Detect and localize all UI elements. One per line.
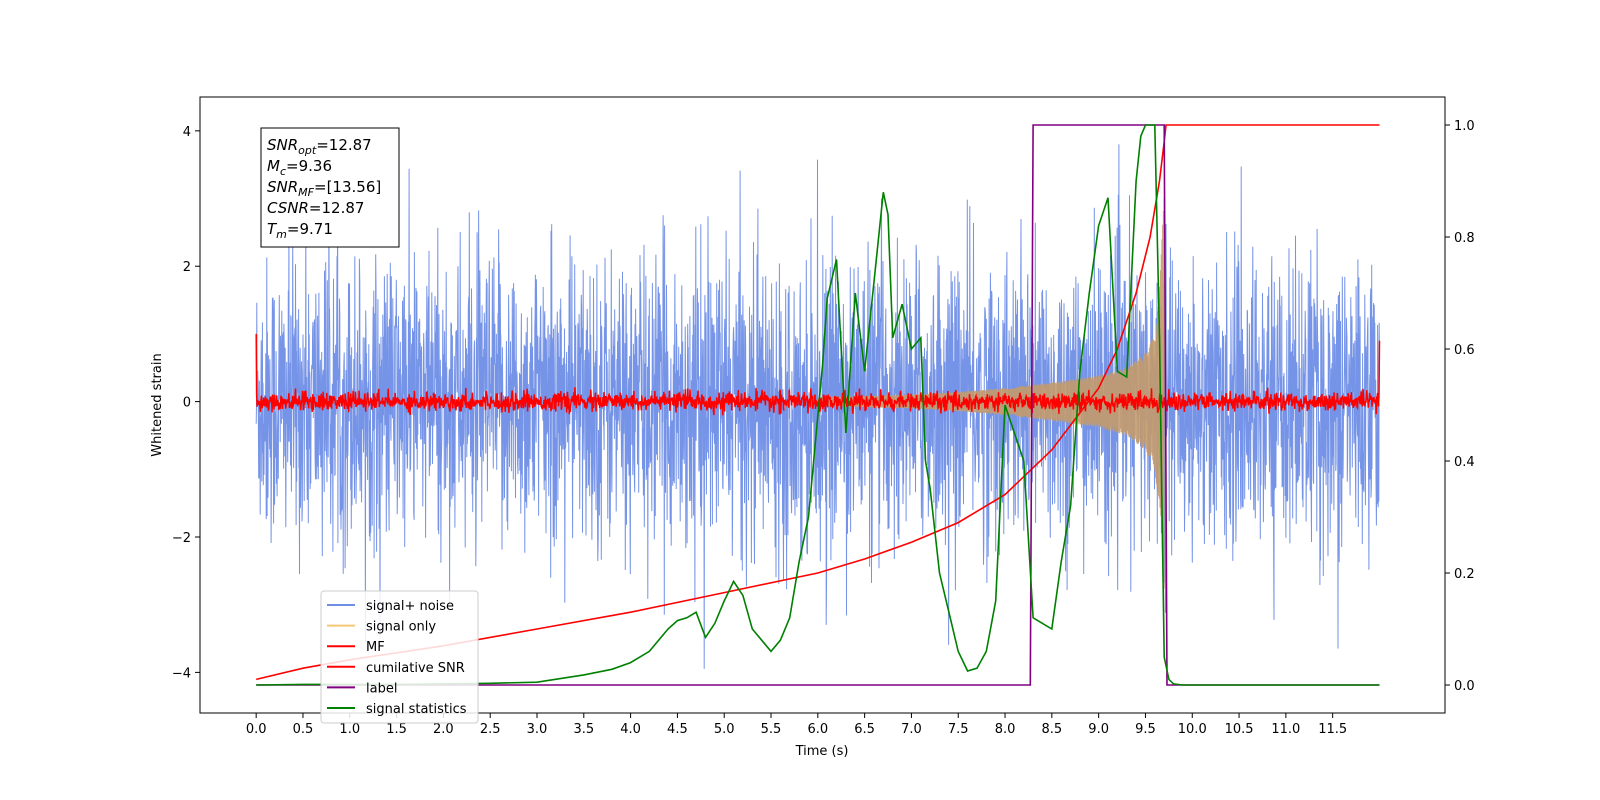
- x-tick-label: 2.0: [433, 722, 454, 737]
- series-mf: [255, 333, 1381, 416]
- legend-label-signal-noise: signal+ noise: [366, 599, 454, 614]
- x-tick-label: 3.0: [527, 722, 548, 737]
- legend-frame: [320, 590, 479, 724]
- y2-tick-label: 0.4: [1454, 455, 1475, 470]
- series-signal-only: [817, 197, 1165, 589]
- legend-label-cumilative-snr: cumilative SNR: [366, 661, 465, 676]
- x-tick-label: 4.5: [667, 722, 688, 737]
- y-tick-label: −4: [172, 666, 191, 681]
- x-tick-label: 5.5: [761, 722, 782, 737]
- legend-label-label: label: [366, 681, 397, 696]
- info-line-tm: Tm=9.71: [267, 220, 333, 241]
- info-box-frame: [260, 127, 400, 248]
- x-tick-label: 9.0: [1088, 722, 1109, 737]
- info-line-snrmf: SNRMF=[13.56]: [267, 178, 381, 199]
- x-tick-label: 3.5: [573, 722, 594, 737]
- y-axis-ticks: 4 2 0 −2 −4: [172, 125, 200, 681]
- y2-tick-label: 1.0: [1454, 119, 1475, 134]
- x-tick-label: 11.0: [1271, 722, 1300, 737]
- x-tick-label: 6.0: [807, 722, 828, 737]
- y-tick-label: 2: [183, 260, 191, 275]
- x-tick-label: 0.0: [246, 722, 267, 737]
- x-tick-label: 0.5: [293, 722, 314, 737]
- x-tick-label: 10.0: [1178, 722, 1207, 737]
- series-signal-statistics: [256, 124, 1380, 686]
- x-tick-label: 1.5: [386, 722, 407, 737]
- info-annotation-box: SNRopt=12.87Mc=9.36SNRMF=[13.56]CSNR=12.…: [260, 127, 400, 248]
- x-tick-label: 9.5: [1135, 722, 1156, 737]
- x-tick-label: 10.5: [1225, 722, 1254, 737]
- legend-label-signal-statistics: signal statistics: [366, 702, 467, 717]
- y-tick-label: 0: [183, 396, 191, 411]
- info-line-mc: Mc=9.36: [267, 157, 332, 178]
- legend-label-mf: MF: [366, 640, 385, 655]
- x-tick-label: 1.0: [339, 722, 360, 737]
- x-tick-label: 7.5: [948, 722, 969, 737]
- y-axis-label: Whitened strain: [150, 353, 165, 456]
- x-tick-label: 6.5: [854, 722, 875, 737]
- x-tick-label: 5.0: [714, 722, 735, 737]
- info-line-csnr: CSNR=12.87: [267, 199, 364, 217]
- x-tick-label: 11.5: [1318, 722, 1347, 737]
- y2-tick-label: 0.8: [1454, 231, 1475, 246]
- y-tick-label: 4: [183, 125, 191, 140]
- y2-axis-ticks: 1.0 0.8 0.6 0.4 0.2 0.0: [1445, 119, 1475, 694]
- y2-tick-label: 0.0: [1454, 679, 1475, 694]
- y-tick-label: −2: [172, 531, 191, 546]
- y2-tick-label: 0.2: [1454, 567, 1475, 582]
- y2-tick-label: 0.6: [1454, 343, 1475, 358]
- x-axis-label: Time (s): [795, 744, 849, 759]
- info-line-snropt: SNRopt=12.87: [267, 136, 372, 157]
- x-tick-label: 2.5: [480, 722, 501, 737]
- legend-label-signal-only: signal only: [366, 620, 436, 635]
- plot-frame: [199, 96, 1446, 714]
- x-tick-label: 8.0: [995, 722, 1016, 737]
- x-tick-label: 7.0: [901, 722, 922, 737]
- x-tick-label: 8.5: [1041, 722, 1062, 737]
- x-axis-ticks: 0.0 0.5 1.0 1.5 2.0 2.5 3.0 3.5 4.0 4.5 5.0 5.5 6.0 6…: [246, 713, 1347, 737]
- legend: signal+ noise signal only MF cumilative SNR…: [320, 590, 479, 724]
- x-tick-label: 4.0: [620, 722, 641, 737]
